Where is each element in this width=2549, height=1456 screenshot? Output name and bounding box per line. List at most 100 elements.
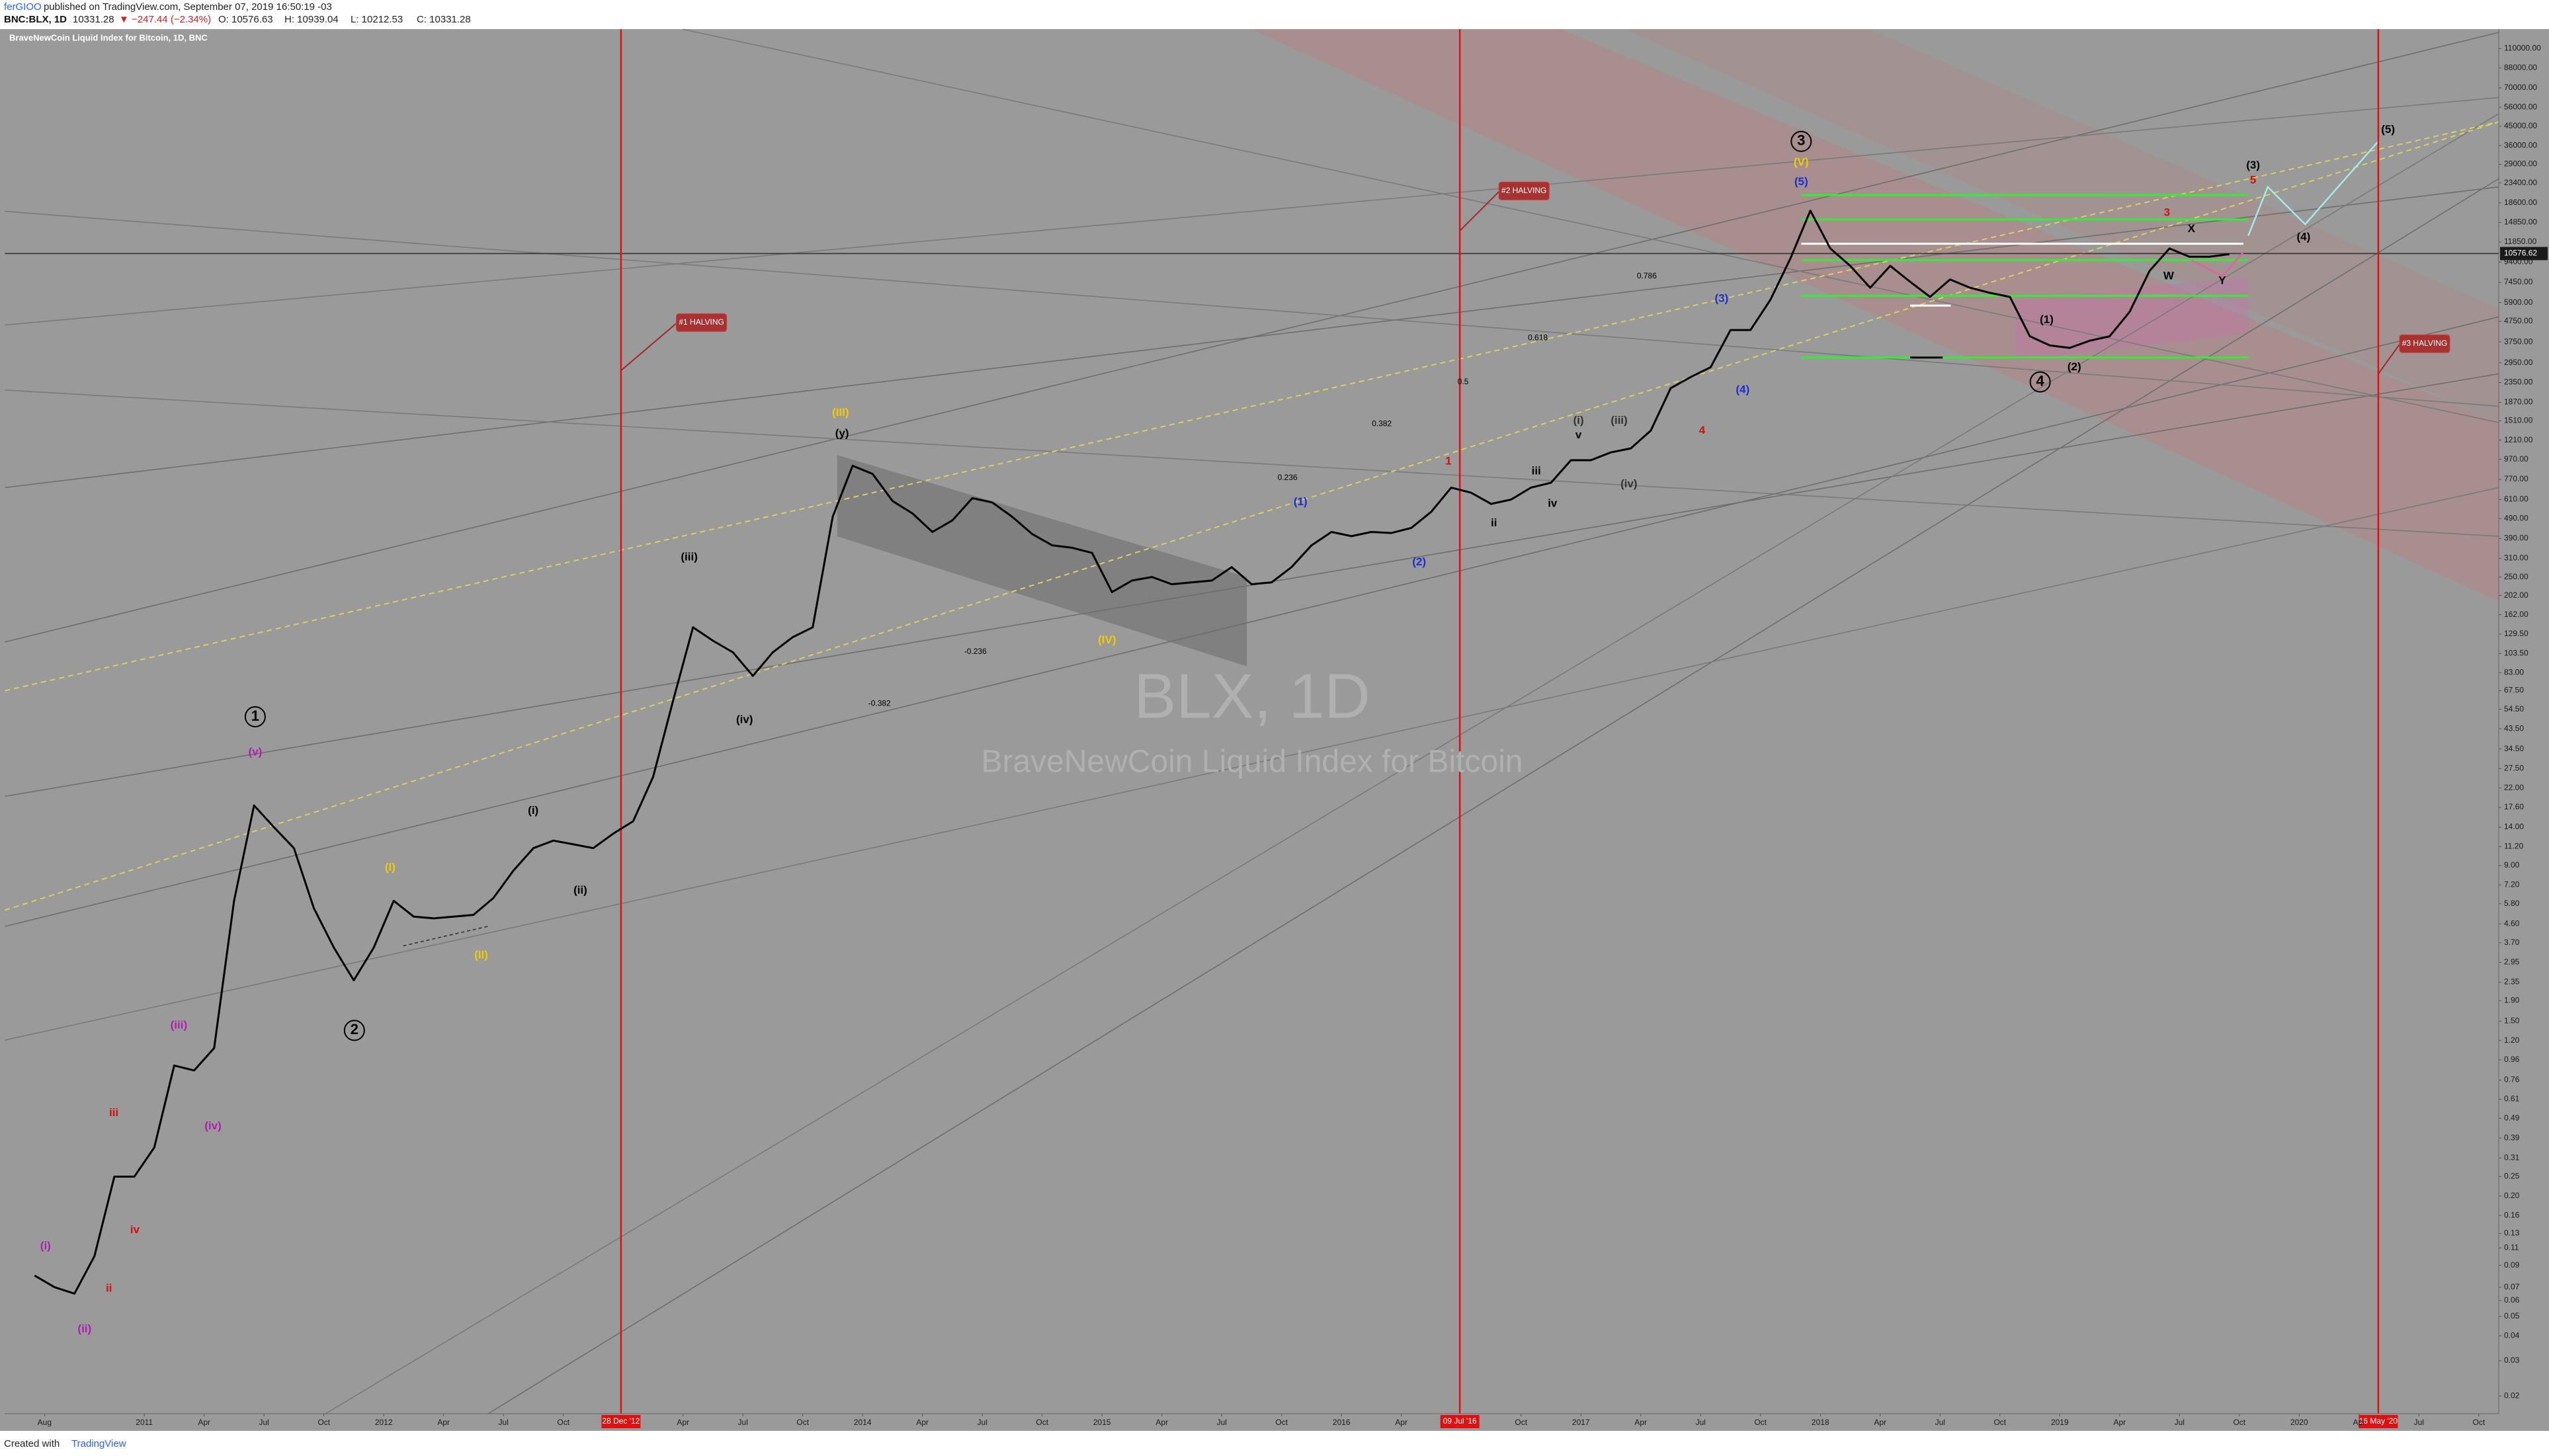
y-tick-label: 1210.00 bbox=[2504, 435, 2533, 444]
x-tick-label: Apr bbox=[2113, 1418, 2126, 1427]
x-tick-label: Apr bbox=[437, 1418, 450, 1427]
y-tick-label: 43.50 bbox=[2504, 723, 2524, 733]
drawing-line bbox=[487, 178, 2499, 1415]
wave-label: iii bbox=[109, 1106, 118, 1119]
wave-label: (5) bbox=[1794, 175, 1808, 188]
y-tick-label: 27.50 bbox=[2504, 764, 2524, 773]
published: published on TradingView.com, September … bbox=[44, 1, 332, 13]
y-tick-label: 490.00 bbox=[2504, 513, 2528, 522]
y-tick-label: 7.20 bbox=[2504, 880, 2520, 889]
y-tick-label: 250.00 bbox=[2504, 572, 2528, 581]
chart-background bbox=[0, 29, 2549, 1431]
wave-label: ii bbox=[1491, 516, 1497, 529]
x-tick-label: Jul bbox=[2414, 1418, 2424, 1427]
y-tick-label: 5.80 bbox=[2504, 899, 2520, 908]
x-tick-label: Oct bbox=[1275, 1418, 1288, 1427]
footer-brand[interactable]: TradingView bbox=[71, 1438, 126, 1449]
date-tag bbox=[2359, 1415, 2398, 1428]
y-tick-label: 2350.00 bbox=[2504, 378, 2533, 387]
y-tick-label: 0.05 bbox=[2504, 1311, 2520, 1320]
wave-label: W bbox=[2163, 269, 2175, 282]
date-tag-label: 28 Dec '12 bbox=[602, 1416, 640, 1426]
y-tick-label: 110000.00 bbox=[2504, 44, 2541, 53]
y-tick-label: 3.70 bbox=[2504, 938, 2520, 947]
footer-created: Created with bbox=[4, 1438, 60, 1449]
x-tick-label: 2014 bbox=[854, 1418, 872, 1427]
y-tick-label: 17.60 bbox=[2504, 802, 2524, 811]
y-tick-label: 970.00 bbox=[2504, 454, 2528, 464]
x-tick-label: Jul bbox=[259, 1418, 269, 1427]
x-tick-label: Aug bbox=[38, 1418, 52, 1427]
x-tick-label: Apr bbox=[198, 1418, 210, 1427]
last-price-label: 10576.62 bbox=[2504, 249, 2537, 258]
x-tick-label: Oct bbox=[317, 1418, 330, 1427]
x-tick-label: Oct bbox=[2472, 1418, 2485, 1427]
y-tick-label: 36000.00 bbox=[2504, 140, 2537, 149]
x-tick-label: Oct bbox=[557, 1418, 569, 1427]
x-tick-label: Apr bbox=[1395, 1418, 1407, 1427]
x-tick-label: 2015 bbox=[1093, 1418, 1111, 1427]
wave-label: (iii) bbox=[681, 551, 698, 563]
wave-label: (iv) bbox=[736, 713, 753, 725]
y-tick-label: 1510.00 bbox=[2504, 416, 2533, 425]
halving-box bbox=[2399, 334, 2450, 353]
fib-label: 0.786 bbox=[1637, 271, 1657, 280]
wave-circle bbox=[244, 706, 266, 727]
y-tick-label: 0.76 bbox=[2504, 1075, 2520, 1084]
channel bbox=[1251, 29, 2499, 602]
y-tick-label: 83.00 bbox=[2504, 668, 2524, 677]
drawing-line bbox=[5, 121, 2499, 692]
wave-label: (i) bbox=[40, 1240, 51, 1252]
y-tick-label: 23400.00 bbox=[2504, 178, 2537, 187]
y-tick-label: 103.50 bbox=[2504, 649, 2528, 658]
halving-box bbox=[1498, 181, 1550, 200]
x-tick-label: Apr bbox=[677, 1418, 689, 1427]
y-tick-label: 54.50 bbox=[2504, 704, 2524, 713]
x-tick-label: Jul bbox=[1696, 1418, 1706, 1427]
wave-label: (5) bbox=[2381, 123, 2395, 136]
y-tick-label: 2.35 bbox=[2504, 977, 2520, 987]
wave-label: 3 bbox=[2164, 206, 2170, 218]
projection bbox=[2247, 140, 2379, 236]
x-tick-label: Oct bbox=[1754, 1418, 1767, 1427]
x-tick-label: 2019 bbox=[2051, 1418, 2069, 1427]
author[interactable]: ferGIOO bbox=[4, 1, 42, 13]
legend: BraveNewCoin Liquid Index for Bitcoin, 1… bbox=[9, 32, 208, 42]
low: L: 10212.53 bbox=[351, 14, 403, 25]
x-tick-label: Apr bbox=[1874, 1418, 1886, 1427]
wave-label: v bbox=[1575, 428, 1582, 441]
x-tick-label: Oct bbox=[1993, 1418, 2006, 1427]
wave-label: (3) bbox=[1715, 292, 1729, 305]
wave-label: (I) bbox=[385, 861, 396, 873]
y-tick-label: 7450.00 bbox=[2504, 277, 2533, 286]
watermark-title: BLX, 1D bbox=[1134, 661, 1370, 731]
wave-label: (v) bbox=[249, 745, 263, 758]
y-tick-label: 3750.00 bbox=[2504, 337, 2533, 346]
close: C: 10331.28 bbox=[417, 14, 471, 25]
y-tick-label: 0.11 bbox=[2504, 1242, 2519, 1252]
change: ▼ −247.44 (−2.34%) bbox=[119, 14, 211, 25]
y-tick-label: 0.13 bbox=[2504, 1229, 2520, 1238]
wave-circle bbox=[1790, 130, 1812, 152]
y-tick-label: 11850.00 bbox=[2504, 237, 2536, 246]
drawing-line bbox=[5, 389, 2499, 537]
wave-label: Y bbox=[2218, 274, 2226, 287]
fib-label: 0.382 bbox=[1372, 419, 1392, 428]
x-tick-label: 2018 bbox=[1812, 1418, 1829, 1427]
drawing-line bbox=[5, 186, 2499, 489]
y-tick-label: 0.03 bbox=[2504, 1355, 2520, 1365]
wave-label: (2) bbox=[1412, 555, 1426, 568]
y-tick-label: 0.20 bbox=[2504, 1191, 2520, 1200]
wave-label: (III) bbox=[832, 406, 849, 419]
y-tick-label: 0.25 bbox=[2504, 1172, 2520, 1181]
wave-label: (2) bbox=[2068, 360, 2081, 373]
wave-label: (1) bbox=[2040, 313, 2054, 326]
drawing-line bbox=[1459, 191, 1499, 231]
y-tick-label: 0.07 bbox=[2504, 1282, 2520, 1291]
y-tick-label: 129.50 bbox=[2504, 629, 2528, 638]
x-tick-label: Jul bbox=[499, 1418, 509, 1427]
date-tag-label: 09 Jul '16 bbox=[1443, 1416, 1477, 1426]
y-tick-label: 1.20 bbox=[2504, 1035, 2520, 1045]
wave-label: 3 bbox=[1797, 132, 1805, 149]
y-tick-label: 29000.00 bbox=[2504, 159, 2537, 169]
